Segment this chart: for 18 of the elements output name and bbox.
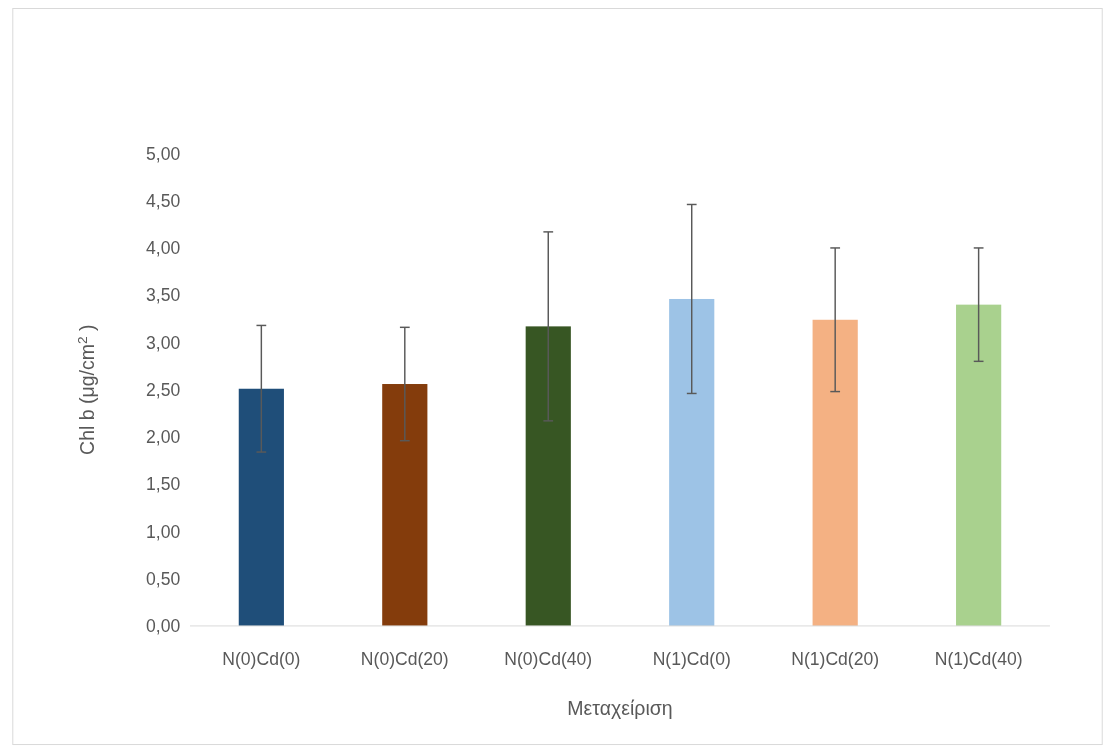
y-tick-label: 2,50 <box>146 379 181 400</box>
x-tick-label: N(1)Cd(20) <box>791 648 880 669</box>
x-tick-label: N(1)Cd(0) <box>652 648 731 669</box>
x-tick-label: N(0)Cd(20) <box>360 648 449 669</box>
y-tick-label: 5,00 <box>146 143 181 164</box>
y-tick-label: 4,50 <box>146 190 181 211</box>
y-tick-label: 4,00 <box>146 238 181 259</box>
x-axis-title: Μεταχείριση <box>567 696 673 719</box>
y-tick-label: 1,00 <box>146 521 181 542</box>
y-tick-label: 1,50 <box>146 474 181 495</box>
y-tick-label: 0,50 <box>146 568 181 589</box>
y-tick-label: 0,00 <box>146 616 181 637</box>
y-tick-label: 3,50 <box>146 285 181 306</box>
y-tick-label: 2,00 <box>146 427 181 448</box>
x-tick-label: N(1)Cd(40) <box>934 648 1023 669</box>
x-tick-label: N(0)Cd(0) <box>222 648 301 669</box>
y-tick-label: 3,00 <box>146 332 181 353</box>
x-tick-label: N(0)Cd(40) <box>504 648 593 669</box>
